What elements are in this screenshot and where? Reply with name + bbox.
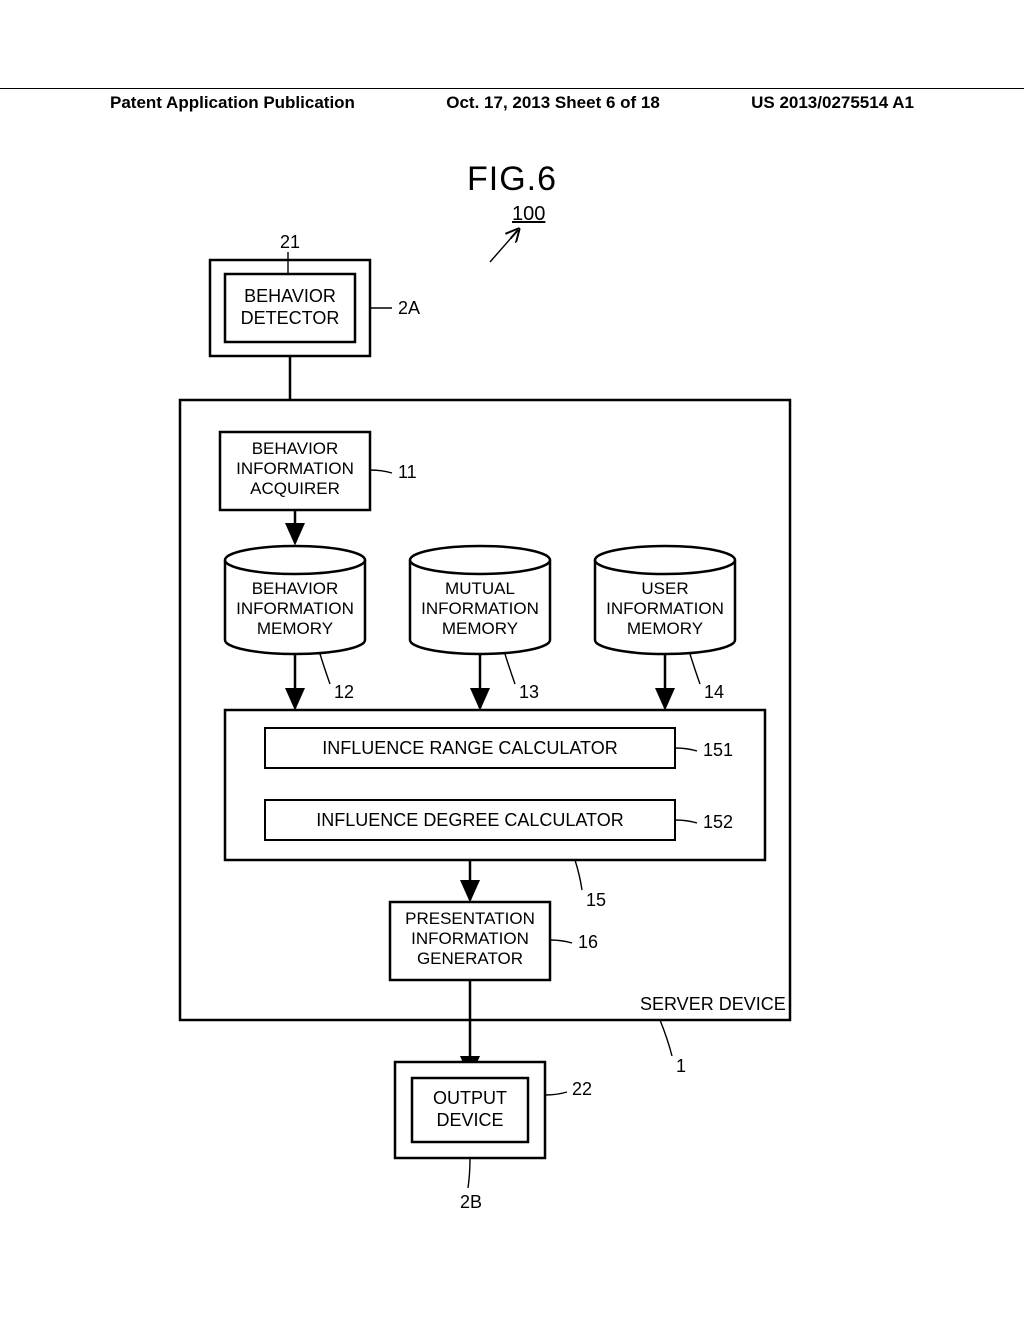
svg-text:INFORMATION: INFORMATION (606, 599, 724, 618)
behavior-detector-line1: BEHAVIOR (244, 286, 336, 306)
svg-text:INFORMATION: INFORMATION (421, 599, 539, 618)
presentation-line3: GENERATOR (417, 949, 523, 968)
header-left: Patent Application Publication (110, 93, 355, 113)
cylinder-db1: BEHAVIOR INFORMATION MEMORY (225, 546, 365, 654)
acquirer-line3: ACQUIRER (250, 479, 340, 498)
ref-22-leader (545, 1092, 567, 1095)
ref-16: 16 (578, 932, 598, 952)
header-right: US 2013/0275514 A1 (751, 93, 914, 113)
ref-2b: 2B (460, 1192, 482, 1212)
ref-11: 11 (398, 462, 417, 482)
acquirer-line1: BEHAVIOR (252, 439, 339, 458)
header-center: Oct. 17, 2013 Sheet 6 of 18 (446, 93, 660, 113)
ref-2a: 2A (398, 298, 420, 318)
influence-range-text: INFLUENCE RANGE CALCULATOR (322, 738, 617, 758)
svg-text:USER: USER (641, 579, 688, 598)
cylinder-db3: USER INFORMATION MEMORY (595, 546, 735, 654)
acquirer-line2: INFORMATION (236, 459, 354, 478)
system-ref-leader (490, 230, 518, 262)
output-line1: OUTPUT (433, 1088, 507, 1108)
system-ref-label: 100 (512, 203, 545, 225)
output-line2: DEVICE (436, 1110, 503, 1130)
ref-14: 14 (704, 682, 724, 702)
ref-21: 21 (280, 232, 300, 252)
diagram: 100 BEHAVIOR DETECTOR 21 2A BEHAVIOR INF… (120, 200, 900, 1260)
svg-text:INFORMATION: INFORMATION (236, 599, 354, 618)
svg-text:MUTUAL: MUTUAL (445, 579, 515, 598)
ref-15: 15 (586, 890, 606, 910)
behavior-detector-line2: DETECTOR (241, 308, 340, 328)
ref-13: 13 (519, 682, 539, 702)
server-device-label: SERVER DEVICE (640, 994, 786, 1014)
ref-1: 1 (676, 1056, 686, 1076)
svg-text:MEMORY: MEMORY (257, 619, 333, 638)
cylinder-db2: MUTUAL INFORMATION MEMORY (410, 546, 550, 654)
svg-text:MEMORY: MEMORY (442, 619, 518, 638)
ref-152: 152 (703, 812, 733, 832)
ref-2b-leader (468, 1158, 470, 1188)
ref-1-leader (660, 1020, 672, 1056)
page-header: Patent Application Publication Oct. 17, … (0, 88, 1024, 113)
presentation-line2: INFORMATION (411, 929, 529, 948)
svg-text:BEHAVIOR: BEHAVIOR (252, 579, 339, 598)
ref-151: 151 (703, 740, 733, 760)
ref-22: 22 (572, 1079, 592, 1099)
presentation-line1: PRESENTATION (405, 909, 535, 928)
svg-text:MEMORY: MEMORY (627, 619, 703, 638)
figure-title: FIG.6 (0, 160, 1024, 199)
ref-12: 12 (334, 682, 354, 702)
influence-degree-text: INFLUENCE DEGREE CALCULATOR (316, 810, 623, 830)
